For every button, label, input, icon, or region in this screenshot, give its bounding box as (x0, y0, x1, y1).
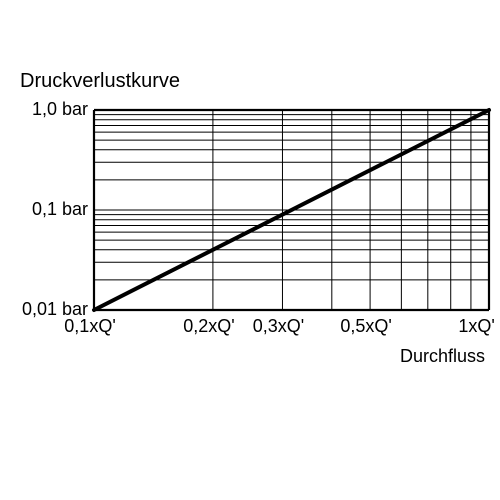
y-tick-label: 0,1 bar (32, 199, 88, 220)
plot-area (0, 0, 500, 500)
x-tick-label: 0,1xQ' (64, 316, 115, 337)
x-tick-label: 1xQ' (458, 316, 494, 337)
x-axis-label: Durchfluss (400, 346, 485, 367)
x-tick-label: 0,2xQ' (183, 316, 234, 337)
x-tick-label: 0,3xQ' (253, 316, 304, 337)
x-tick-label: 0,5xQ' (340, 316, 391, 337)
chart-container: Druckverlustkurve 0,01 bar0,1 bar1,0 bar… (0, 0, 500, 500)
y-tick-label: 1,0 bar (32, 99, 88, 120)
